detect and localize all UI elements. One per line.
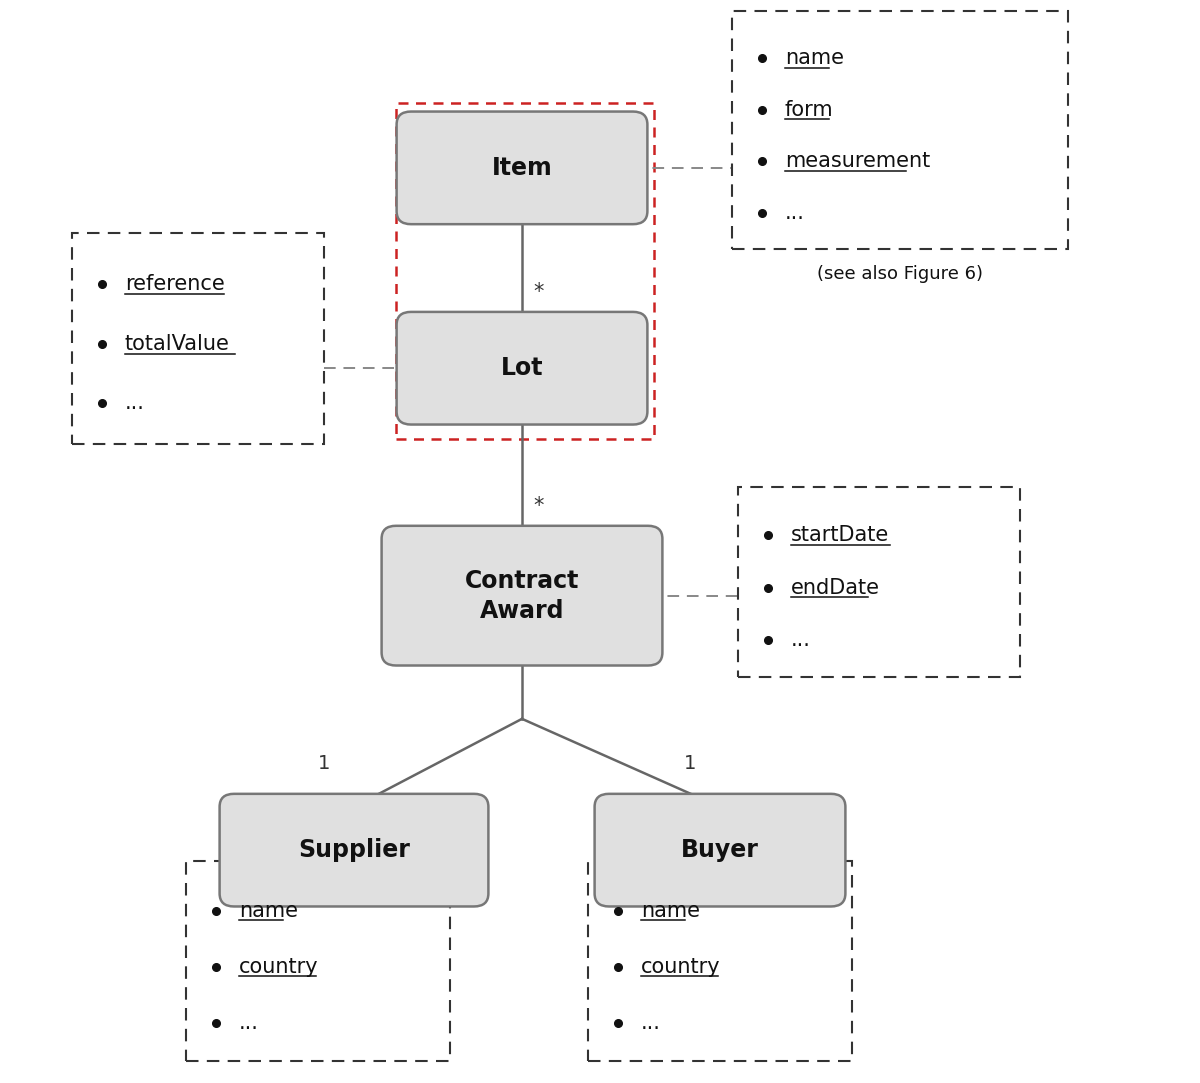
Text: name: name xyxy=(785,49,844,68)
Text: Supplier: Supplier xyxy=(298,838,410,862)
Text: Lot: Lot xyxy=(500,356,544,380)
Text: Contract
Award: Contract Award xyxy=(464,569,580,623)
Text: name: name xyxy=(641,901,700,921)
Text: 1: 1 xyxy=(684,754,696,773)
FancyBboxPatch shape xyxy=(220,794,488,906)
Text: ...: ... xyxy=(239,1013,259,1032)
Bar xyxy=(588,861,852,1061)
FancyBboxPatch shape xyxy=(396,312,648,425)
Text: measurement: measurement xyxy=(785,152,930,171)
FancyBboxPatch shape xyxy=(594,794,845,906)
Text: Item: Item xyxy=(492,156,552,180)
Text: *: * xyxy=(534,496,544,517)
Bar xyxy=(732,11,1068,249)
Text: reference: reference xyxy=(125,274,224,295)
Bar xyxy=(738,487,1020,677)
Bar xyxy=(396,103,654,439)
FancyBboxPatch shape xyxy=(396,112,648,224)
Text: endDate: endDate xyxy=(791,577,880,598)
Text: 1: 1 xyxy=(318,754,330,773)
Text: ...: ... xyxy=(125,393,145,414)
FancyBboxPatch shape xyxy=(382,526,662,665)
Bar xyxy=(72,233,324,444)
Text: country: country xyxy=(239,956,318,977)
Text: totalValue: totalValue xyxy=(125,334,229,354)
Bar xyxy=(186,861,450,1061)
Text: (see also Figure 6): (see also Figure 6) xyxy=(817,265,983,284)
Text: form: form xyxy=(785,100,834,119)
Text: ...: ... xyxy=(785,203,805,222)
Text: ...: ... xyxy=(641,1013,661,1032)
Text: Buyer: Buyer xyxy=(682,838,758,862)
Text: startDate: startDate xyxy=(791,525,889,545)
Text: country: country xyxy=(641,956,720,977)
Text: ...: ... xyxy=(791,630,811,650)
Text: name: name xyxy=(239,901,298,921)
Text: *: * xyxy=(534,283,544,302)
